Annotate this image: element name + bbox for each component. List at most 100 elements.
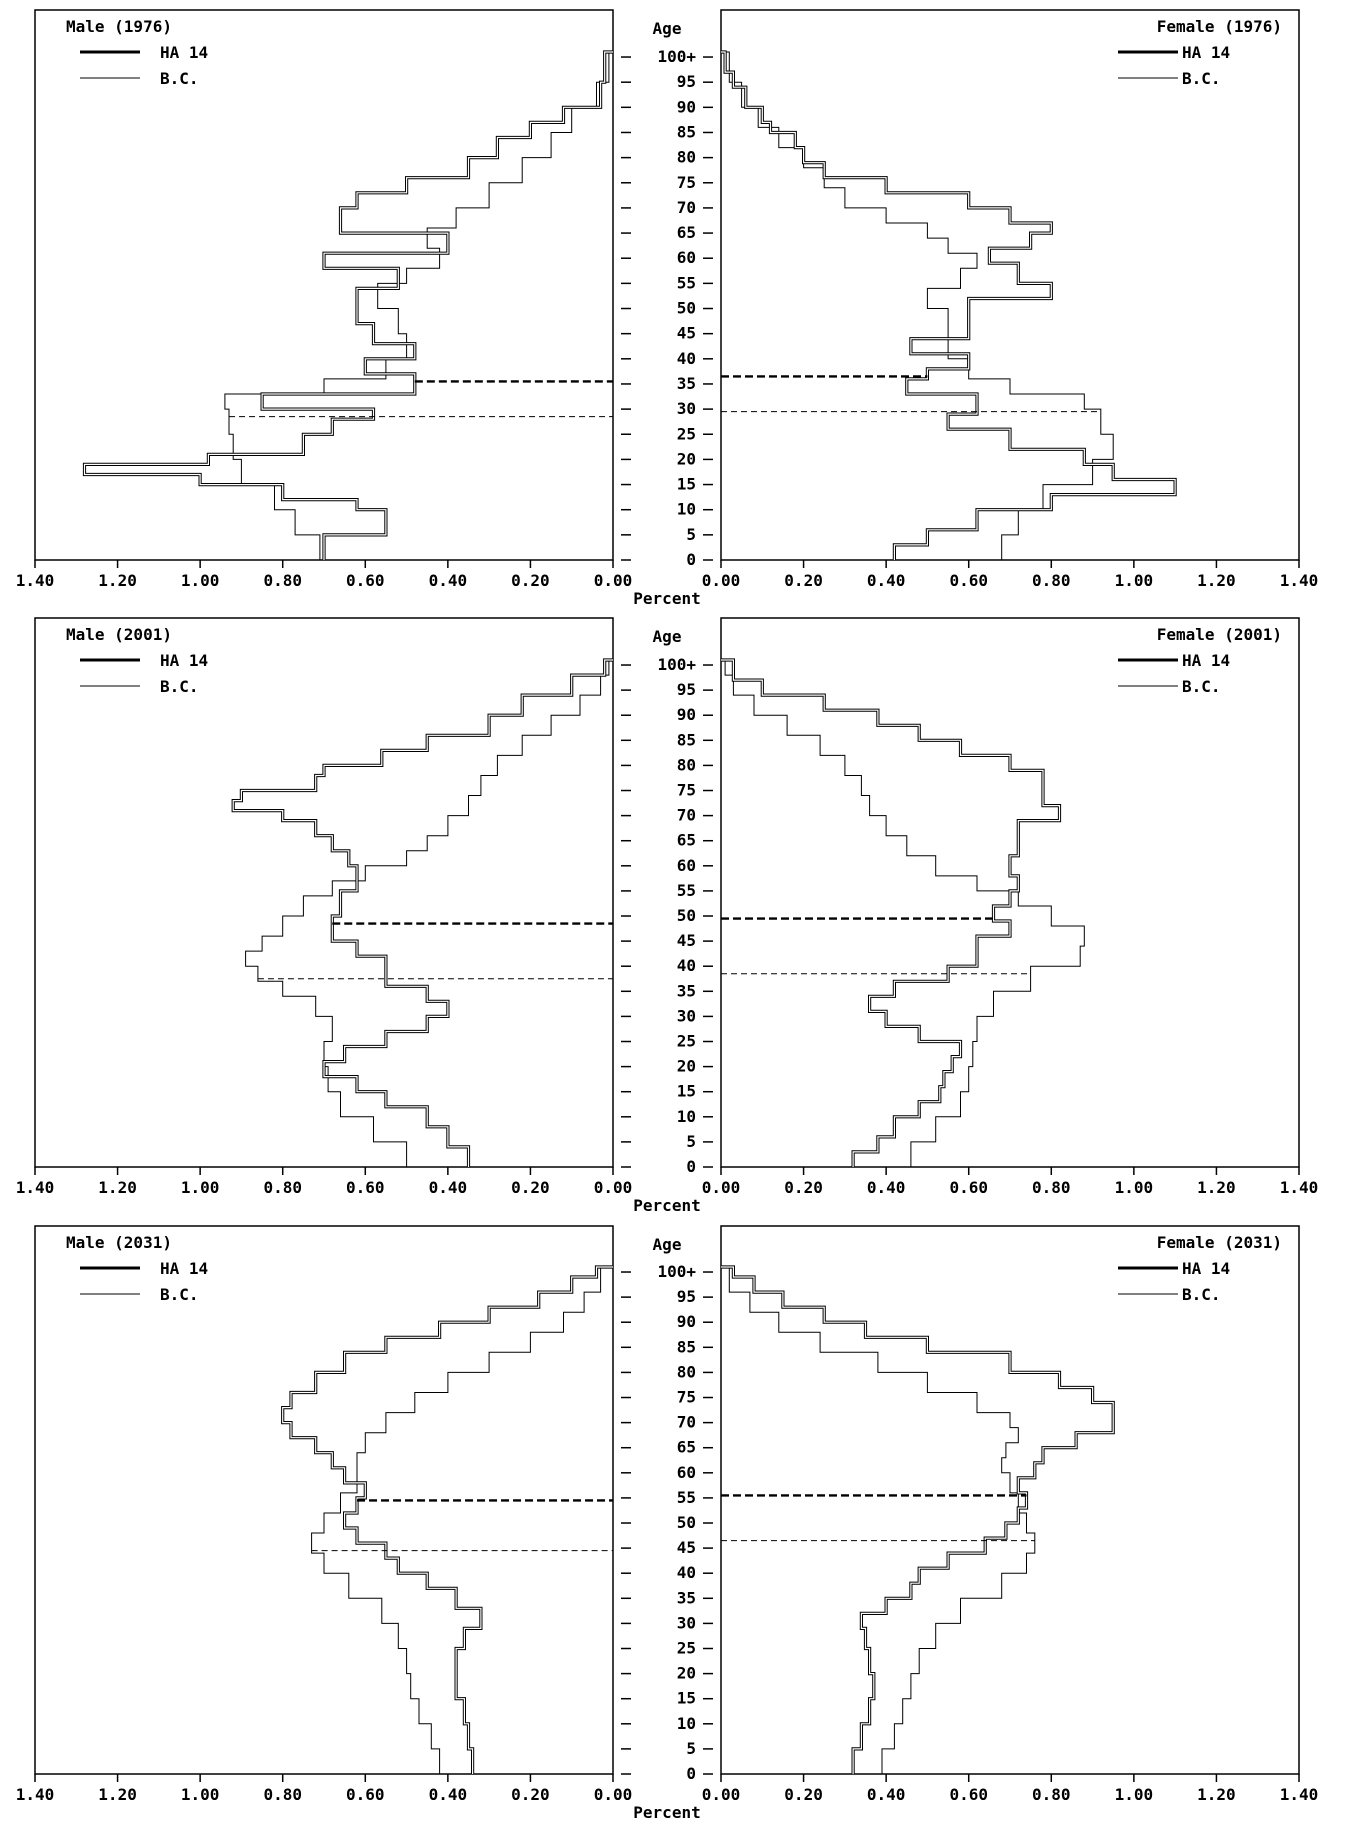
age-tick-label: 35 bbox=[677, 374, 696, 393]
age-tick-label: 90 bbox=[677, 705, 696, 724]
age-tick-label: 35 bbox=[677, 1588, 696, 1607]
age-tick-label: 85 bbox=[677, 122, 696, 141]
female-x-tick-label: 1.00 bbox=[1115, 571, 1154, 590]
age-tick-label: 40 bbox=[677, 349, 696, 368]
age-tick-label: 0 bbox=[686, 1157, 696, 1176]
female-x-tick-label: 1.20 bbox=[1197, 1785, 1236, 1804]
male-x-tick-label: 0.40 bbox=[429, 1178, 468, 1197]
age-tick-label: 15 bbox=[677, 475, 696, 494]
male-x-tick-label: 1.40 bbox=[16, 1178, 55, 1197]
male-x-tick-label: 0.00 bbox=[594, 1178, 633, 1197]
female-x-tick-label: 0.40 bbox=[867, 1785, 906, 1804]
age-tick-label: 85 bbox=[677, 1337, 696, 1356]
age-tick-label: 65 bbox=[677, 223, 696, 242]
pyramid-row-1976: Male (1976) Female (1976) HA 14 B.C. HA 14 B.… bbox=[16, 9, 1319, 608]
female-ha14-series-inner bbox=[721, 51, 1176, 560]
female-ha14-series bbox=[721, 50, 1177, 560]
female-panel-frame bbox=[720, 617, 1300, 1168]
male-x-tick-label: 1.20 bbox=[98, 571, 137, 590]
female-x-tick-label: 0.80 bbox=[1032, 571, 1071, 590]
pyramid-row-2001: Male (2001) Female (2001) HA 14 B.C. HA 14 B.… bbox=[16, 617, 1319, 1215]
female-panel-frame bbox=[720, 1225, 1300, 1775]
age-tick-label: 45 bbox=[677, 324, 696, 343]
age-tick-label: 70 bbox=[677, 1413, 696, 1432]
age-tick-label: 95 bbox=[677, 72, 696, 91]
x-axis-label: Percent bbox=[633, 1196, 700, 1215]
female-x-tick-label: 0.40 bbox=[867, 1178, 906, 1197]
age-tick-label: 35 bbox=[677, 981, 696, 1000]
male-x-tick-label: 1.00 bbox=[181, 571, 220, 590]
male-panel-frame bbox=[34, 9, 614, 561]
female-legend-bc-label: B.C. bbox=[1182, 677, 1221, 696]
male-x-tick-label: 1.00 bbox=[181, 1178, 220, 1197]
female-bc-series bbox=[721, 51, 1114, 560]
age-tick-label: 30 bbox=[677, 1006, 696, 1025]
female-ha14-series bbox=[721, 1265, 1115, 1774]
age-tick-label: 10 bbox=[677, 1714, 696, 1733]
age-tick-label: 75 bbox=[677, 781, 696, 800]
male-x-tick-label: 0.60 bbox=[346, 1785, 385, 1804]
age-tick-label: 0 bbox=[686, 550, 696, 569]
male-x-tick-label: 0.80 bbox=[263, 571, 302, 590]
pyramid-row-2031: Male (2031) Female (2031) HA 14 B.C. HA 14 B.… bbox=[16, 1225, 1318, 1822]
female-x-tick-label: 0.80 bbox=[1032, 1178, 1071, 1197]
x-axis-label: Percent bbox=[633, 589, 700, 608]
age-tick-label: 15 bbox=[677, 1082, 696, 1101]
male-ha14-series bbox=[82, 50, 613, 560]
age-tick-label: 75 bbox=[677, 1388, 696, 1407]
male-bc-series bbox=[224, 51, 613, 560]
male-ha14-series-inner bbox=[282, 1266, 613, 1774]
female-x-tick-label: 0.00 bbox=[702, 571, 741, 590]
male-x-tick-label: 1.40 bbox=[16, 571, 55, 590]
age-tick-label: 20 bbox=[677, 449, 696, 468]
age-tick-label: 100+ bbox=[657, 47, 696, 66]
male-legend-ha14-label: HA 14 bbox=[160, 43, 208, 62]
age-tick-label: 60 bbox=[677, 856, 696, 875]
male-x-tick-label: 0.00 bbox=[594, 1785, 633, 1804]
male-ha14-series-inner bbox=[232, 659, 613, 1167]
female-x-tick-label: 0.20 bbox=[784, 571, 823, 590]
male-x-tick-label: 0.40 bbox=[429, 571, 468, 590]
female-x-tick-label: 1.20 bbox=[1197, 1178, 1236, 1197]
female-bc-series bbox=[721, 1266, 1036, 1774]
female-panel-title: Female (2031) bbox=[1157, 1233, 1282, 1252]
age-tick-label: 5 bbox=[686, 525, 696, 544]
age-tick-label: 0 bbox=[686, 1764, 696, 1783]
age-tick-label: 20 bbox=[677, 1664, 696, 1683]
male-bc-series bbox=[245, 659, 613, 1167]
female-ha14-series-inner bbox=[721, 659, 1061, 1167]
age-tick-label: 60 bbox=[677, 248, 696, 267]
age-tick-label: 90 bbox=[677, 1312, 696, 1331]
age-tick-label: 50 bbox=[677, 906, 696, 925]
age-tick-label: 40 bbox=[677, 1563, 696, 1582]
age-axis-title: Age bbox=[653, 19, 682, 38]
age-tick-label: 25 bbox=[677, 1639, 696, 1658]
age-tick-label: 95 bbox=[677, 1287, 696, 1306]
male-panel-frame bbox=[34, 617, 614, 1168]
female-bc-series bbox=[721, 659, 1085, 1167]
female-x-tick-label: 1.40 bbox=[1280, 571, 1319, 590]
female-panel-title: Female (2001) bbox=[1157, 625, 1282, 644]
age-tick-label: 20 bbox=[677, 1057, 696, 1076]
age-tick-label: 70 bbox=[677, 806, 696, 825]
age-tick-label: 55 bbox=[677, 881, 696, 900]
male-x-tick-label: 0.80 bbox=[263, 1785, 302, 1804]
age-tick-label: 45 bbox=[677, 931, 696, 950]
male-x-tick-label: 0.80 bbox=[263, 1178, 302, 1197]
male-x-tick-label: 0.40 bbox=[429, 1785, 468, 1804]
female-x-tick-label: 0.20 bbox=[784, 1785, 823, 1804]
female-ha14-series-inner bbox=[721, 1266, 1114, 1774]
female-x-tick-label: 0.00 bbox=[702, 1785, 741, 1804]
age-tick-label: 100+ bbox=[657, 655, 696, 674]
age-tick-label: 80 bbox=[677, 1362, 696, 1381]
male-x-tick-label: 0.60 bbox=[346, 571, 385, 590]
female-x-tick-label: 1.40 bbox=[1280, 1178, 1319, 1197]
male-legend-bc-label: B.C. bbox=[160, 69, 199, 88]
female-panel-frame bbox=[720, 9, 1300, 561]
age-tick-label: 5 bbox=[686, 1739, 696, 1758]
age-tick-label: 80 bbox=[677, 148, 696, 167]
female-legend-bc-label: B.C. bbox=[1182, 69, 1221, 88]
female-x-tick-label: 1.20 bbox=[1197, 571, 1236, 590]
age-tick-label: 55 bbox=[677, 273, 696, 292]
